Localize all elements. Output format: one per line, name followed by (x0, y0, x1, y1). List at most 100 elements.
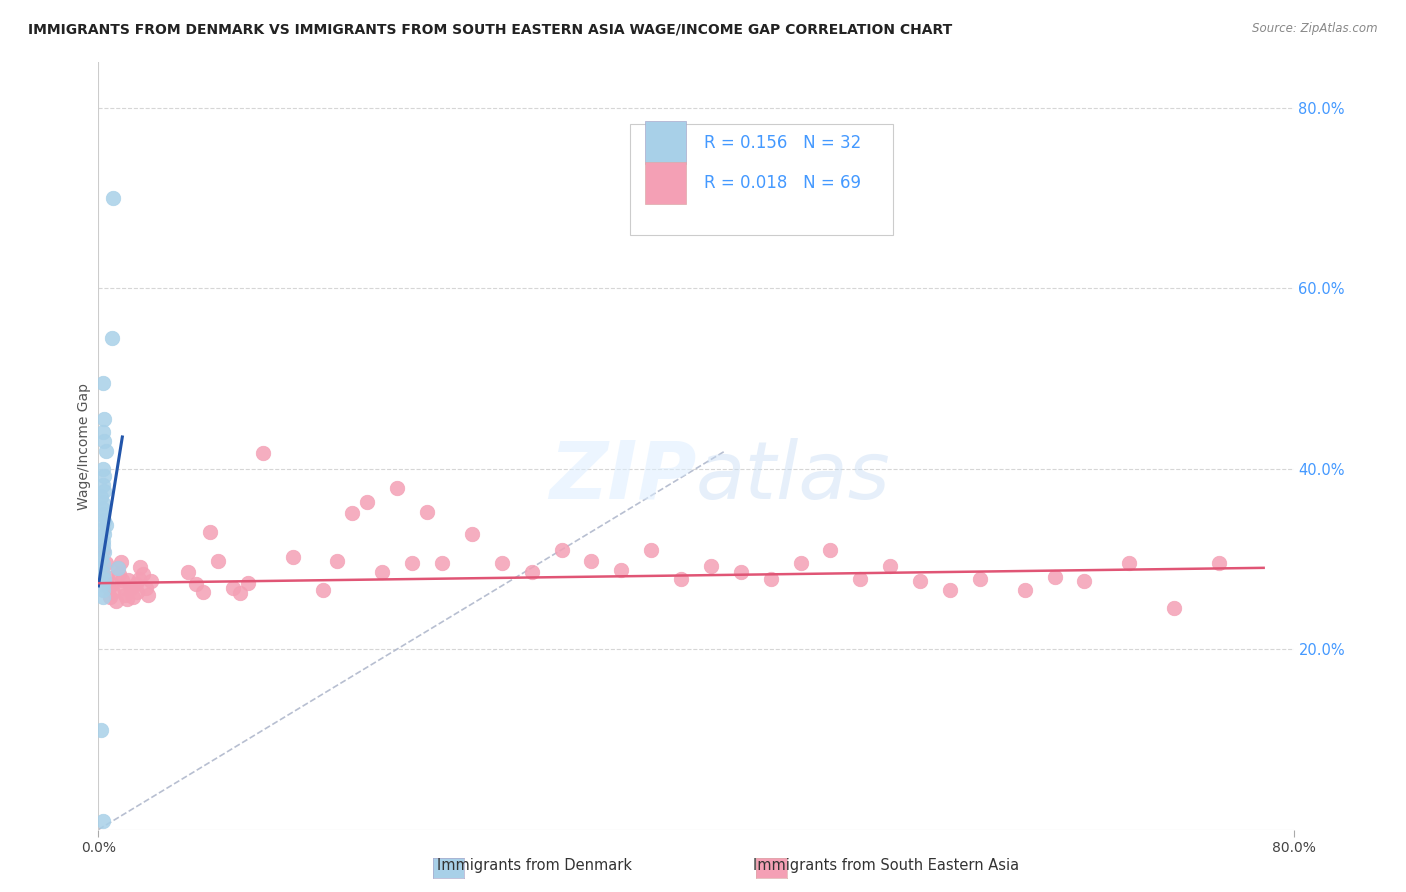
Point (91, 496, 114, 510)
Point (222, 581, 245, 595)
Point (103, 585, 125, 599)
Point (1014, 583, 1036, 598)
Point (759, 572, 782, 586)
Point (91, 558, 114, 572)
Text: IMMIGRANTS FROM DENMARK VS IMMIGRANTS FROM SOUTH EASTERN ASIA WAGE/INCOME GAP CO: IMMIGRANTS FROM DENMARK VS IMMIGRANTS FR… (28, 22, 952, 37)
Point (91, 583, 114, 598)
Point (401, 557, 423, 571)
FancyBboxPatch shape (630, 124, 893, 235)
Point (90, 551, 112, 566)
Point (101, 577, 124, 591)
Point (120, 581, 142, 595)
Text: Immigrants from South Eastern Asia: Immigrants from South Eastern Asia (752, 858, 1019, 872)
Point (91, 590, 114, 604)
Point (115, 592, 138, 607)
Point (849, 572, 872, 586)
Point (789, 557, 811, 571)
Point (236, 576, 259, 591)
Point (200, 524, 222, 539)
Point (94, 557, 117, 571)
Point (103, 191, 125, 205)
Bar (644, 121, 686, 164)
Point (581, 553, 603, 567)
Point (111, 574, 134, 588)
Point (416, 505, 439, 519)
Point (281, 549, 304, 564)
Point (93, 572, 115, 586)
Text: ZIP: ZIP (548, 438, 696, 516)
Point (550, 542, 572, 557)
Point (326, 553, 349, 567)
Point (136, 588, 159, 602)
Point (1163, 601, 1185, 615)
Point (93, 412, 115, 426)
Point (96, 570, 118, 584)
Point (207, 553, 229, 567)
Point (1043, 570, 1066, 584)
Point (91, 478, 114, 492)
Point (132, 567, 155, 582)
Point (371, 566, 394, 580)
Point (93, 514, 115, 528)
Point (127, 585, 149, 599)
Point (1118, 557, 1140, 571)
Point (93, 544, 115, 558)
Point (91, 542, 114, 557)
Point (91, 376, 114, 390)
Point (430, 557, 453, 571)
Point (97, 581, 120, 595)
Text: Immigrants from Denmark: Immigrants from Denmark (437, 858, 631, 872)
Point (90, 723, 112, 738)
Point (939, 583, 962, 598)
Point (461, 526, 484, 541)
Point (177, 566, 200, 580)
Point (91, 566, 114, 581)
Point (128, 572, 150, 586)
Bar (644, 162, 686, 204)
Point (91, 502, 114, 516)
Point (385, 482, 409, 496)
Point (110, 556, 132, 570)
Point (91, 461, 114, 475)
Point (107, 561, 129, 575)
Point (129, 560, 152, 574)
Point (93, 468, 115, 483)
Point (491, 557, 513, 571)
Point (108, 567, 131, 582)
Point (93, 484, 115, 499)
Point (610, 563, 633, 577)
Point (93, 526, 115, 541)
Point (107, 561, 129, 575)
Point (117, 573, 139, 587)
Point (91, 508, 114, 523)
Point (700, 559, 723, 574)
Text: Source: ZipAtlas.com: Source: ZipAtlas.com (1253, 22, 1378, 36)
Point (93, 434, 115, 449)
Point (112, 581, 135, 595)
Point (311, 583, 333, 598)
Point (98, 590, 122, 604)
Point (520, 566, 543, 580)
Point (91, 523, 114, 537)
Point (669, 572, 692, 586)
Y-axis label: Wage/Income Gap: Wage/Income Gap (77, 383, 91, 509)
Point (135, 581, 157, 595)
Point (105, 594, 128, 608)
Point (91, 533, 114, 548)
Point (125, 577, 148, 591)
Text: R = 0.156   N = 32: R = 0.156 N = 32 (704, 134, 862, 152)
Point (114, 588, 136, 602)
Point (91, 577, 114, 591)
Point (1073, 574, 1095, 589)
Point (94, 517, 117, 532)
Point (908, 574, 931, 589)
Point (252, 446, 274, 460)
Point (820, 542, 842, 557)
Point (91, 425, 114, 440)
Point (342, 506, 364, 520)
Point (356, 495, 378, 509)
Text: atlas: atlas (696, 438, 891, 516)
Point (94, 443, 117, 458)
Point (1208, 557, 1230, 571)
Point (229, 586, 252, 600)
